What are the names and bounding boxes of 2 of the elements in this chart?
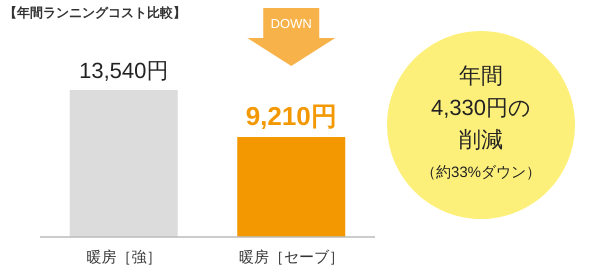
title: 【年間ランニングコスト比較】	[4, 5, 186, 20]
annotation: DOWN	[270, 16, 312, 31]
